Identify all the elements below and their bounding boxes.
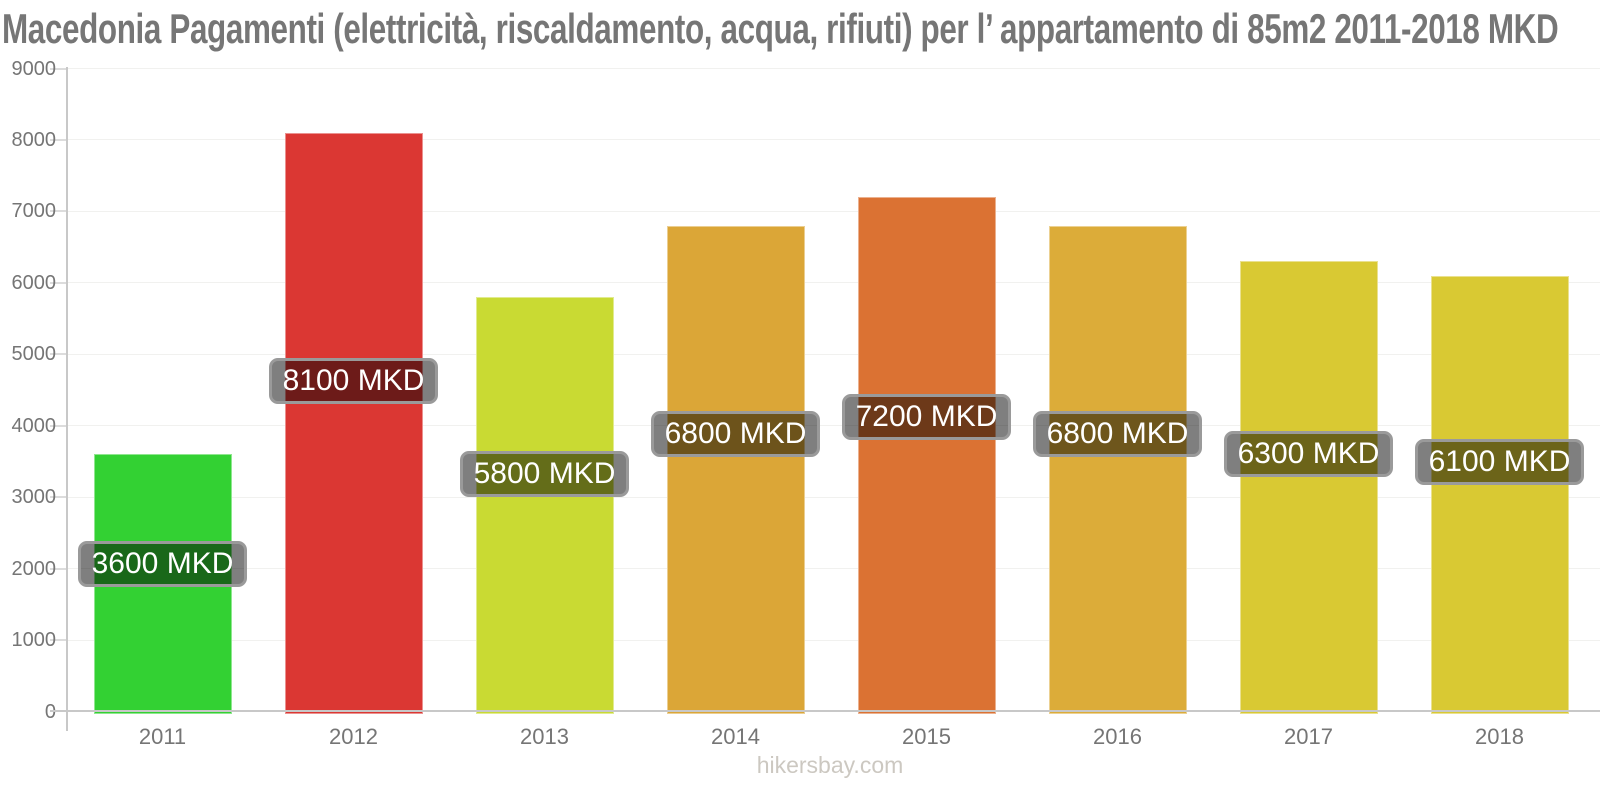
value-label-badge: 5800 MKD xyxy=(459,451,630,498)
y-axis-tick-label: 6000 xyxy=(11,271,57,294)
y-axis-tick-label: 3000 xyxy=(11,486,57,509)
x-axis-label: 2014 xyxy=(711,724,760,749)
bar-2016 xyxy=(1048,225,1187,715)
value-label-wrap: 6800 MKD xyxy=(988,410,1248,457)
bar-2018 xyxy=(1430,275,1569,715)
y-axis-tick-label: 8000 xyxy=(11,128,57,151)
y-gridline xyxy=(67,425,1600,427)
y-axis-tick xyxy=(50,567,66,570)
y-axis-tick-label: 4000 xyxy=(11,414,57,437)
y-axis-tick xyxy=(50,67,66,70)
value-label-wrap: 8100 MKD xyxy=(224,357,484,404)
value-label-wrap: 7200 MKD xyxy=(797,394,1057,441)
value-label-wrap: 6800 MKD xyxy=(606,410,866,457)
y-axis-tick xyxy=(50,281,66,284)
value-label-wrap: 6100 MKD xyxy=(1370,439,1600,486)
bar-2014 xyxy=(666,225,805,715)
x-axis-label: 2013 xyxy=(520,724,569,749)
y-axis-tick-label: 7000 xyxy=(11,200,57,223)
value-label-badge: 8100 MKD xyxy=(268,357,439,404)
value-label-wrap: 6300 MKD xyxy=(1179,430,1439,477)
y-gridline xyxy=(67,353,1600,355)
value-label-badge: 6800 MKD xyxy=(650,410,821,457)
y-axis-tick-label: 2000 xyxy=(11,557,57,580)
value-label-badge: 6100 MKD xyxy=(1414,439,1585,486)
y-axis-tick xyxy=(50,138,66,141)
y-axis-tick-label: 9000 xyxy=(11,57,57,80)
value-label-wrap: 3600 MKD xyxy=(33,540,293,587)
y-axis-tick xyxy=(50,496,66,499)
x-axis-label: 2011 xyxy=(138,724,187,749)
y-axis-tick xyxy=(50,210,66,213)
bar-2017 xyxy=(1239,261,1378,715)
y-gridline xyxy=(67,282,1600,284)
bar-2013 xyxy=(475,297,614,715)
y-axis-tick xyxy=(50,353,66,356)
y-axis-tick-label: 0 xyxy=(0,699,56,725)
y-axis-tick xyxy=(50,424,66,427)
y-axis-tick-label: 5000 xyxy=(11,343,57,366)
y-axis-tick-label: 1000 xyxy=(11,629,57,652)
bar-2015 xyxy=(857,197,996,715)
y-gridline xyxy=(67,68,1600,69)
value-label-badge: 7200 MKD xyxy=(841,394,1012,441)
y-gridline xyxy=(67,568,1600,570)
x-axis-line xyxy=(50,710,1600,712)
x-axis-label: 2015 xyxy=(902,724,951,749)
value-label-wrap: 5800 MKD xyxy=(415,451,675,498)
value-label-badge: 3600 MKD xyxy=(77,540,248,587)
value-label-badge: 6800 MKD xyxy=(1032,410,1203,457)
y-axis-line xyxy=(66,67,68,731)
x-axis-label: 2016 xyxy=(1093,724,1142,749)
y-gridline xyxy=(67,210,1600,212)
x-axis-label: 2017 xyxy=(1284,724,1333,749)
y-axis-tick xyxy=(50,639,66,642)
watermark-text: hikersbay.com xyxy=(756,752,904,778)
x-axis-label: 2012 xyxy=(329,724,378,749)
y-gridline xyxy=(67,496,1600,498)
x-axis-label: 2018 xyxy=(1475,724,1524,749)
bar-2012 xyxy=(284,132,423,715)
y-gridline xyxy=(67,639,1600,641)
chart-title: Macedonia Pagamenti (elettricità, riscal… xyxy=(2,5,1559,52)
value-label-badge: 6300 MKD xyxy=(1223,430,1394,477)
y-gridline xyxy=(67,139,1600,141)
